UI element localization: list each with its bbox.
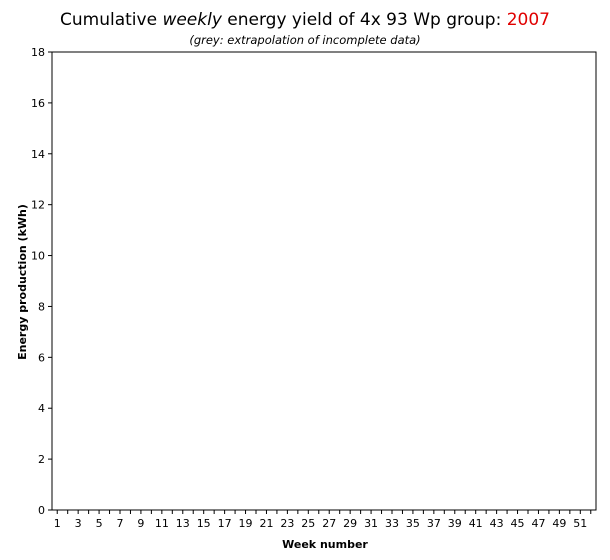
x-tick-label: 1 bbox=[54, 517, 61, 530]
x-tick-label: 21 bbox=[259, 517, 273, 530]
x-tick-label: 15 bbox=[197, 517, 211, 530]
x-tick-label: 31 bbox=[364, 517, 378, 530]
y-tick-label: 16 bbox=[31, 97, 45, 110]
title-middle: energy yield of 4x 93 Wp group: bbox=[221, 10, 507, 30]
x-tick-label: 29 bbox=[343, 517, 357, 530]
y-tick-label: 18 bbox=[31, 46, 45, 59]
x-tick-label: 35 bbox=[406, 517, 420, 530]
x-tick-label: 3 bbox=[75, 517, 82, 530]
x-tick-label: 9 bbox=[137, 517, 144, 530]
x-tick-label: 41 bbox=[469, 517, 483, 530]
y-tick-label: 2 bbox=[38, 453, 45, 466]
x-tick-label: 51 bbox=[573, 517, 587, 530]
plot-area bbox=[51, 51, 597, 511]
y-tick-label: 6 bbox=[38, 351, 45, 364]
x-tick-label: 23 bbox=[280, 517, 294, 530]
x-tick-label: 43 bbox=[490, 517, 504, 530]
x-tick-labels: 1 3 5 7 9 11 13 15 17 19 21 23 25 27 29 31 33 35 37 39 41 43 4… bbox=[54, 517, 588, 530]
x-tick-label: 49 bbox=[552, 517, 566, 530]
axes bbox=[48, 51, 597, 514]
x-tick-label: 11 bbox=[155, 517, 169, 530]
y-tick-label: 8 bbox=[38, 300, 45, 313]
y-tick-label: 0 bbox=[38, 504, 45, 517]
x-tick-label: 37 bbox=[427, 517, 441, 530]
x-axis-label: Week number bbox=[282, 538, 368, 551]
x-tick-label: 39 bbox=[448, 517, 462, 530]
x-tick-label: 13 bbox=[176, 517, 190, 530]
y-tick-label: 10 bbox=[31, 250, 45, 263]
chart-title: Cumulative weekly energy yield of 4x 93 … bbox=[0, 10, 610, 30]
x-tick-label: 25 bbox=[301, 517, 315, 530]
chart-subtitle: (grey: extrapolation of incomplete data) bbox=[189, 33, 421, 47]
x-tick-label: 33 bbox=[385, 517, 399, 530]
x-tick-label: 47 bbox=[531, 517, 545, 530]
y-tick-label: 4 bbox=[38, 402, 45, 415]
x-tick-label: 45 bbox=[511, 517, 525, 530]
y-tick-label: 12 bbox=[31, 199, 45, 212]
x-tick-label: 19 bbox=[239, 517, 253, 530]
x-tick-label: 5 bbox=[96, 517, 103, 530]
x-tick-label: 7 bbox=[117, 517, 124, 530]
title-year: 2007 bbox=[506, 10, 550, 30]
y-axis-label: Energy production (kWh) bbox=[16, 204, 29, 360]
y-tick-labels: 0 2 4 6 8 10 12 14 16 18 bbox=[31, 46, 45, 517]
y-tick-label: 14 bbox=[31, 148, 45, 161]
title-prefix: Cumulative bbox=[60, 10, 163, 30]
x-tick-label: 27 bbox=[322, 517, 336, 530]
title-emphasis: weekly bbox=[162, 10, 222, 30]
x-tick-label: 17 bbox=[218, 517, 232, 530]
